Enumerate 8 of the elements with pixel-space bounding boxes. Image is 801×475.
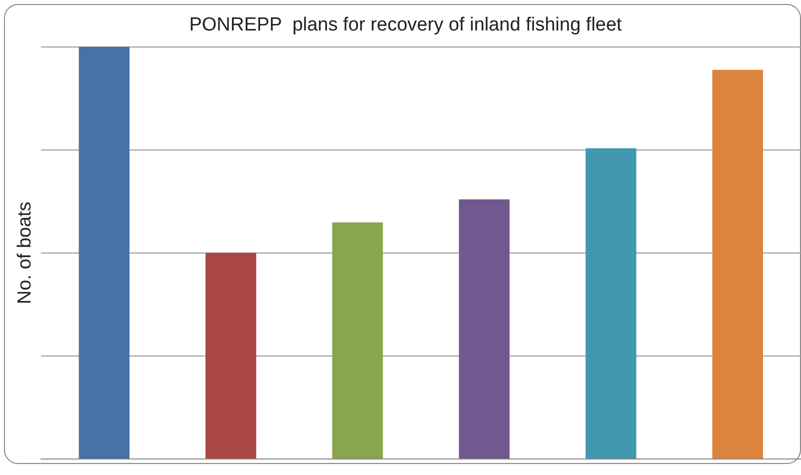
- bar: [206, 252, 256, 458]
- bar: [586, 148, 636, 458]
- bar: [712, 70, 763, 458]
- y-axis-title: No. of boats: [14, 202, 36, 304]
- bar: [458, 199, 510, 458]
- bar: [332, 222, 383, 458]
- bar: [78, 46, 130, 458]
- chart-title: PONREPP plans for recovery of inland fishing fleet: [189, 14, 623, 36]
